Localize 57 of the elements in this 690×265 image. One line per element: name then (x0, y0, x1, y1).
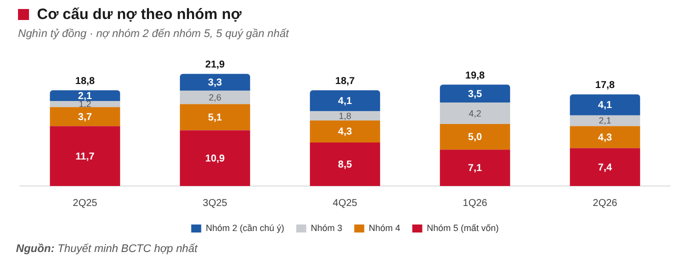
x-tick-label: 4Q25 (332, 198, 358, 209)
x-tick-label: 2Q26 (592, 198, 618, 209)
data-label: 3,3 (208, 78, 222, 89)
bar (570, 94, 640, 116)
bar (570, 148, 640, 186)
x-tick-label: 3Q25 (202, 198, 228, 209)
data-label: 8,5 (338, 159, 352, 170)
data-label: 4,1 (338, 96, 352, 107)
data-label: 1,2 (78, 99, 92, 110)
bar (440, 102, 510, 124)
bar (180, 90, 250, 104)
data-label: 7,1 (468, 163, 482, 174)
bar (310, 90, 380, 112)
bar (570, 126, 640, 148)
bar (180, 74, 250, 91)
bar (440, 84, 510, 103)
legend-label: Nhóm 2 (cần chú ý) (206, 222, 284, 233)
total-label: 19,8 (465, 70, 486, 82)
bar (50, 90, 120, 102)
total-label: 18,7 (335, 76, 356, 88)
chart-title: Cơ cấu dư nợ theo nhóm nợ (37, 6, 242, 23)
bar (180, 130, 250, 186)
data-label: 4,3 (338, 126, 352, 138)
total-label: 18,8 (75, 76, 96, 88)
data-label: 2,6 (208, 92, 222, 102)
bar (50, 126, 120, 186)
data-label: 2,1 (78, 90, 92, 102)
data-label: 5,1 (208, 112, 222, 124)
bar (440, 150, 510, 186)
data-label: 4,3 (598, 132, 612, 144)
legend-label: Nhóm 3 (310, 222, 342, 233)
data-label: 10,9 (205, 153, 226, 164)
text: Nguồn: Thuyết minh BCTC hợp nhất (16, 243, 198, 255)
data-label: 3,5 (468, 88, 482, 100)
bar (310, 111, 380, 120)
data-label: 4,2 (468, 108, 482, 118)
data-label: 5,0 (468, 132, 482, 144)
bar (570, 115, 640, 126)
bar (310, 120, 380, 142)
bar (310, 142, 380, 186)
bar (440, 124, 510, 150)
legend-label: Nhóm 4 (368, 222, 400, 233)
legend-label: Nhóm 5 (mất vốn) (426, 222, 499, 233)
data-label: 7,4 (598, 162, 612, 174)
data-label: 3,7 (78, 112, 92, 123)
bar (50, 107, 120, 126)
total-label: 17,8 (595, 80, 616, 92)
data-label: 11,7 (76, 151, 95, 162)
data-label: 4,1 (598, 100, 612, 112)
total-label: 21,9 (205, 60, 226, 71)
x-tick-label: 1Q26 (462, 198, 488, 209)
bar (180, 104, 250, 130)
data-label: 2,1 (598, 116, 612, 126)
data-label: 1,8 (338, 110, 352, 121)
bar (50, 101, 120, 108)
chart-subtitle: Nghìn tỷ đồng · nợ nhóm 2 đến nhóm 5, 5 quý gần nhất (18, 28, 289, 40)
x-tick-label: 2Q25 (72, 198, 98, 209)
